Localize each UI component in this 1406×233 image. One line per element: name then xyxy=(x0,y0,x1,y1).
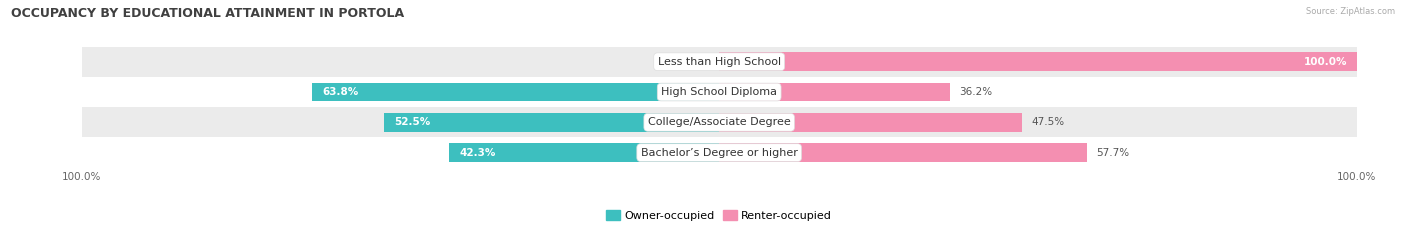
Text: Source: ZipAtlas.com: Source: ZipAtlas.com xyxy=(1306,7,1395,16)
Bar xyxy=(720,52,1357,71)
Text: Bachelor’s Degree or higher: Bachelor’s Degree or higher xyxy=(641,148,797,158)
Legend: Owner-occupied, Renter-occupied: Owner-occupied, Renter-occupied xyxy=(602,206,837,225)
Bar xyxy=(450,143,720,162)
Text: 52.5%: 52.5% xyxy=(394,117,430,127)
Text: 36.2%: 36.2% xyxy=(959,87,993,97)
Bar xyxy=(720,83,950,101)
Text: 47.5%: 47.5% xyxy=(1032,117,1064,127)
Text: High School Diploma: High School Diploma xyxy=(661,87,778,97)
Bar xyxy=(82,107,1357,137)
Bar xyxy=(82,77,1357,107)
Text: 63.8%: 63.8% xyxy=(322,87,359,97)
Text: 100.0%: 100.0% xyxy=(1303,57,1347,67)
Bar xyxy=(82,47,1357,77)
Bar xyxy=(720,113,1022,132)
Text: 57.7%: 57.7% xyxy=(1097,148,1130,158)
Text: College/Associate Degree: College/Associate Degree xyxy=(648,117,790,127)
Bar xyxy=(82,137,1357,168)
Text: 42.3%: 42.3% xyxy=(458,148,495,158)
Bar xyxy=(384,113,720,132)
Text: Less than High School: Less than High School xyxy=(658,57,780,67)
Bar xyxy=(720,143,1087,162)
Text: OCCUPANCY BY EDUCATIONAL ATTAINMENT IN PORTOLA: OCCUPANCY BY EDUCATIONAL ATTAINMENT IN P… xyxy=(11,7,405,20)
Text: 0.0%: 0.0% xyxy=(681,57,706,67)
Bar xyxy=(312,83,720,101)
